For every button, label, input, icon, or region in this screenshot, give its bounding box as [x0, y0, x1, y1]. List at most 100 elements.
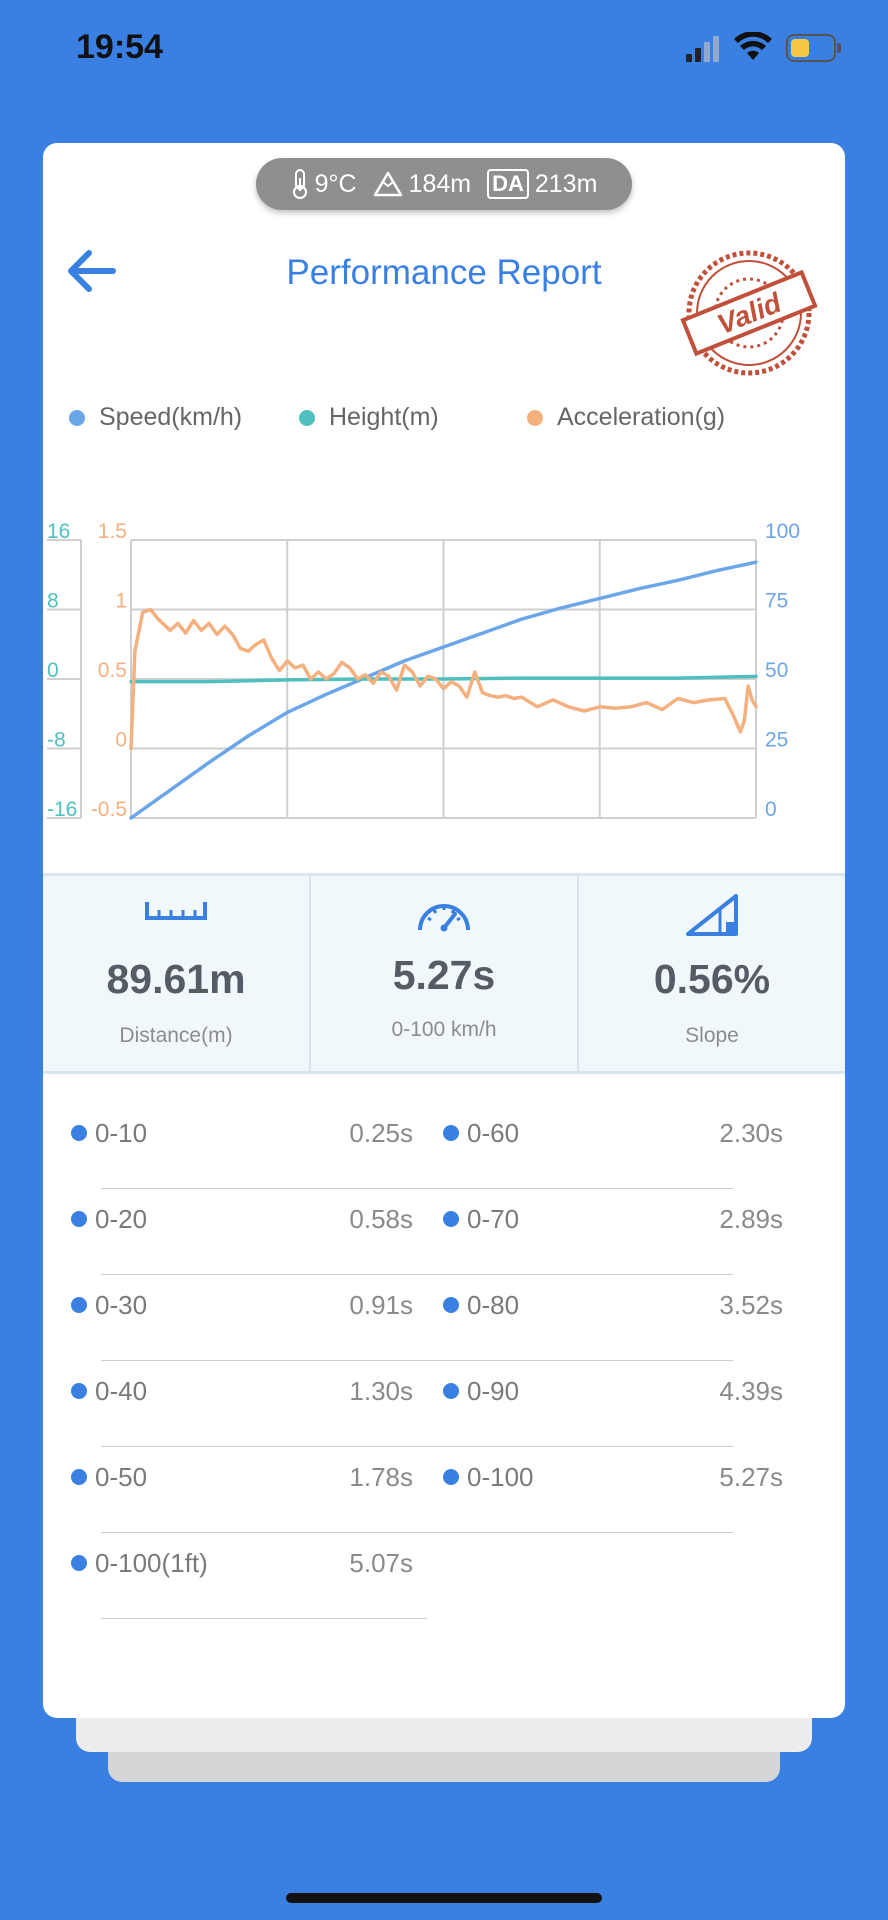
split-range-label: 0-90	[467, 1375, 520, 1406]
height-tick-label: -8	[47, 729, 66, 752]
stat-acceleration-time: 5.27s 0-100 km/h	[311, 876, 579, 1071]
split-time-left: 0.91s	[349, 1289, 413, 1320]
row-divider	[101, 1360, 733, 1361]
split-row: 0-30 0.91s 0-80 3.52s	[43, 1275, 845, 1361]
split-time-right: 3.52s	[719, 1289, 783, 1320]
accel-tick-label: 1	[115, 590, 127, 613]
split-time-right: 5.27s	[719, 1461, 783, 1492]
split-range-right: 0-60	[443, 1103, 519, 1163]
split-range-left: 0-30	[71, 1275, 147, 1335]
split-time-left: 1.30s	[349, 1375, 413, 1406]
bullet-icon	[71, 1211, 87, 1227]
speedometer-icon	[418, 904, 470, 932]
legend-speed-label: Speed(km/h)	[99, 403, 243, 431]
legend-speed: Speed(km/h)	[69, 403, 242, 432]
split-range-label: 0-60	[467, 1117, 520, 1148]
legend-speed-dot	[69, 409, 85, 426]
height-tick-label: 8	[47, 590, 59, 613]
split-time-right: 4.39s	[719, 1375, 783, 1406]
mountain-icon	[373, 171, 402, 197]
stat-distance-label: Distance(m)	[119, 1024, 233, 1047]
density-altitude-badge: DA	[487, 169, 529, 199]
stat-slope-label: Slope	[685, 1024, 739, 1047]
summary-stats: 89.61m Distance(m) 5.27s 0-100 km/h 0.56…	[43, 873, 845, 1074]
legend-height: Height(m)	[299, 403, 439, 432]
speed-tick-label: 50	[765, 659, 788, 682]
row-divider	[101, 1188, 733, 1189]
bullet-icon	[443, 1297, 459, 1313]
speed-tick-label: 25	[765, 729, 788, 752]
status-time: 19:54	[76, 28, 163, 66]
speed-tick-label: 100	[765, 520, 800, 543]
split-range-label: 0-100	[467, 1461, 534, 1492]
split-range-right: 0-70	[443, 1189, 519, 1249]
split-range-left: 0-10	[71, 1103, 147, 1163]
bullet-icon	[71, 1555, 87, 1571]
split-row: 0-10 0.25s 0-60 2.30s	[43, 1103, 845, 1189]
row-divider	[101, 1274, 733, 1275]
split-range-left: 0-40	[71, 1361, 147, 1421]
bullet-icon	[71, 1125, 87, 1141]
valid-stamp: Valid	[680, 250, 818, 376]
bullet-icon	[443, 1383, 459, 1399]
cellular-signal-icon	[686, 36, 719, 62]
stat-acceleration-time-value: 5.27s	[392, 952, 496, 998]
split-range-right: 0-100	[443, 1447, 534, 1507]
split-range-left: 0-100(1ft)	[71, 1533, 208, 1593]
bullet-icon	[71, 1297, 87, 1313]
slope-icon	[686, 894, 738, 936]
split-range-label: 0-80	[467, 1289, 520, 1320]
report-card: 9°C 184m DA 213m Performance Report Vali…	[43, 143, 845, 1718]
accel-tick-label: 1.5	[98, 520, 127, 543]
split-range-right: 0-90	[443, 1361, 519, 1421]
split-range-label: 0-30	[95, 1289, 148, 1320]
split-time-left: 0.25s	[349, 1117, 413, 1148]
legend-height-dot	[299, 409, 315, 426]
split-row: 0-100(1ft) 5.07s	[43, 1533, 845, 1619]
legend-height-label: Height(m)	[329, 403, 439, 431]
split-row: 0-40 1.30s 0-90 4.39s	[43, 1361, 845, 1447]
split-range-label: 0-40	[95, 1375, 148, 1406]
bullet-icon	[71, 1383, 87, 1399]
chart-legend: Speed(km/h) Height(m) Acceleration(g)	[43, 403, 845, 443]
speed-tick-label: 0	[765, 798, 777, 821]
temperature-value: 9°C	[314, 169, 357, 198]
height-tick-label: 16	[47, 520, 70, 543]
split-time-right: 2.89s	[719, 1203, 783, 1234]
height-tick-label: -16	[47, 798, 77, 821]
stat-distance: 89.61m Distance(m)	[43, 876, 311, 1071]
bullet-icon	[71, 1469, 87, 1485]
accel-tick-label: -0.5	[91, 798, 127, 821]
height-tick-label: 0	[47, 659, 59, 682]
split-range-left: 0-50	[71, 1447, 147, 1507]
ruler-icon	[145, 902, 207, 920]
bullet-icon	[443, 1469, 459, 1485]
split-range-label: 0-10	[95, 1117, 148, 1148]
conditions-pill: 9°C 184m DA 213m	[256, 158, 632, 210]
split-row: 0-20 0.58s 0-70 2.89s	[43, 1189, 845, 1275]
split-range-label: 0-50	[95, 1461, 148, 1492]
row-divider	[101, 1618, 427, 1619]
performance-chart: 16 8 0 -8 -16 1.5 1 0.5 0 -0.5 100 75 50 25 0	[47, 520, 800, 821]
legend-acceleration-label: Acceleration(g)	[557, 403, 726, 431]
speed-tick-label: 75	[765, 590, 788, 613]
home-indicator[interactable]	[286, 1893, 602, 1903]
accel-tick-label: 0	[115, 729, 127, 752]
page-title: Performance Report	[286, 253, 602, 292]
split-range-left: 0-20	[71, 1189, 147, 1249]
stat-distance-value: 89.61m	[106, 956, 246, 1002]
back-arrow-icon[interactable]	[63, 243, 119, 299]
bullet-icon	[443, 1125, 459, 1141]
wifi-icon	[734, 32, 772, 60]
stat-slope: 0.56% Slope	[579, 876, 845, 1071]
split-time-right: 2.30s	[719, 1117, 783, 1148]
thermometer-icon	[292, 169, 307, 199]
bullet-icon	[443, 1211, 459, 1227]
accel-tick-label: 0.5	[98, 659, 127, 682]
battery-icon	[786, 34, 841, 62]
legend-acceleration: Acceleration(g)	[527, 403, 725, 432]
split-row: 0-50 1.78s 0-100 5.27s	[43, 1447, 845, 1533]
height-series-line	[129, 674, 758, 684]
stat-slope-value: 0.56%	[653, 956, 771, 1002]
split-time-left: 1.78s	[349, 1461, 413, 1492]
